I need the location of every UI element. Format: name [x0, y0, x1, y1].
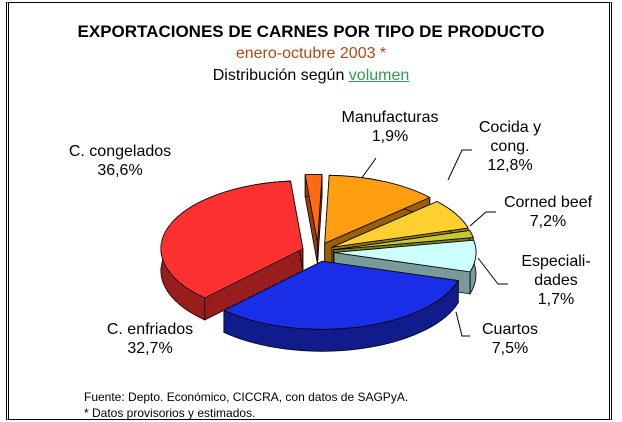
slice-label: C. congelados 36,6%: [50, 142, 190, 180]
slice: [333, 230, 474, 251]
slice-label: C. enfriados 32,7%: [80, 320, 220, 358]
category-label: Cocida y cong.: [478, 119, 542, 155]
slice: [333, 239, 477, 273]
footnote: * Datos provisorios y estimados.: [84, 406, 256, 420]
leader-line: [455, 311, 470, 337]
slice-label: Cuartos 7,5%: [440, 320, 580, 358]
slice-label: Manufacturas 1,9%: [320, 108, 460, 146]
value-label: 12,8%: [487, 157, 533, 174]
category-label: C. congelados: [68, 143, 172, 160]
leader-line: [447, 149, 472, 181]
slice: [304, 174, 323, 243]
chart-title: EXPORTACIONES DE CARNES POR TIPO DE PROD…: [77, 22, 545, 41]
chart-caption: Distribución según volumen: [0, 67, 622, 85]
category-label: Manufacturas: [341, 109, 439, 126]
leader-line: [469, 211, 496, 227]
value-label: 7,5%: [491, 340, 529, 357]
caption-text: Distribución según: [212, 67, 345, 84]
value-label: 32,7%: [127, 340, 173, 357]
chart-subtitle: enero-octubre 2003 *: [235, 45, 387, 62]
value-label: 1,9%: [371, 128, 409, 145]
slice: [160, 180, 304, 299]
value-label: 36,6%: [97, 162, 143, 179]
category-label: Cuartos: [481, 321, 539, 338]
value-label: 1,7%: [537, 291, 575, 308]
slice: [331, 201, 469, 248]
category-label: C. enfriados: [106, 321, 194, 338]
slice-label: Cocida y cong. 12,8%: [440, 118, 580, 175]
slice-label: Corned beef 7,2%: [478, 193, 618, 231]
leader-line: [477, 257, 508, 285]
slice: [222, 260, 459, 330]
frame: [6, 2, 612, 420]
slice: [324, 174, 431, 244]
value-label: 7,2%: [529, 213, 567, 230]
source-note: Fuente: Depto. Económico, CICCRA, con da…: [84, 390, 409, 404]
caption-link[interactable]: volumen: [348, 67, 410, 84]
category-label: Especiali- dades: [521, 253, 591, 289]
category-label: Corned beef: [503, 194, 593, 211]
slice-label: Especiali- dades 1,7%: [486, 252, 622, 309]
